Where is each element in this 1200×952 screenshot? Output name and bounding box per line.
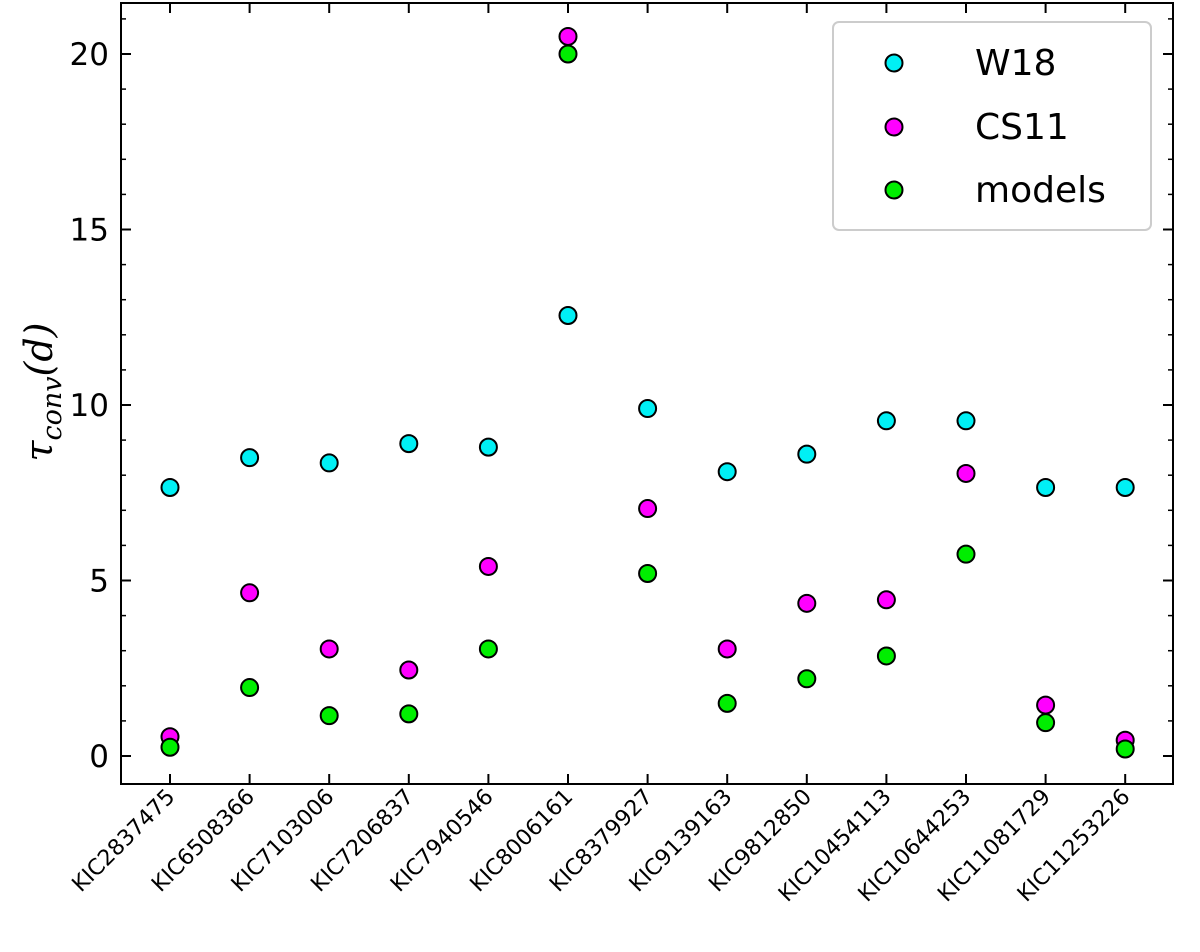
legend-label-cs11: CS11 (975, 107, 1069, 148)
legend-label-models: models (975, 170, 1106, 211)
point-cs11-kic10644253 (956, 463, 976, 483)
point-w18-kic7206837 (399, 434, 419, 454)
legend: W18 CS11 models (832, 21, 1152, 231)
point-w18-kic9812850 (797, 444, 817, 464)
legend-marker-cs11 (884, 117, 904, 137)
point-cs11-kic8006161 (558, 26, 578, 46)
y-axis-label-unit: (d) (17, 322, 61, 376)
point-models-kic8379927 (638, 563, 658, 583)
legend-frame (832, 21, 1152, 231)
point-models-kic9139163 (717, 693, 737, 713)
point-w18-kic2837475 (160, 477, 180, 497)
points-layer (160, 26, 1135, 759)
point-w18-kic11253226 (1115, 477, 1135, 497)
y-axis-label-subscript: conv (37, 376, 68, 440)
point-cs11-kic6508366 (240, 583, 260, 603)
y-tick-label: 10 (70, 388, 109, 424)
point-models-kic7940546 (478, 639, 498, 659)
point-w18-kic8006161 (558, 305, 578, 325)
point-w18-kic8379927 (638, 399, 658, 419)
point-models-kic9812850 (797, 669, 817, 689)
point-w18-kic7940546 (478, 437, 498, 457)
point-cs11-kic8379927 (638, 499, 658, 519)
point-models-kic7206837 (399, 704, 419, 724)
point-models-kic7103006 (319, 706, 339, 726)
legend-marker-models (884, 180, 904, 200)
point-cs11-kic7940546 (478, 556, 498, 576)
point-w18-kic11081729 (1036, 477, 1056, 497)
y-axis-label: τconv(d) (17, 322, 68, 461)
y-axis-label-symbol: τ (17, 440, 61, 462)
plot-frame (120, 2, 1174, 785)
point-w18-kic7103006 (319, 453, 339, 473)
point-w18-kic10454113 (876, 411, 896, 431)
point-models-kic10454113 (876, 646, 896, 666)
point-cs11-kic10454113 (876, 590, 896, 610)
point-models-kic2837475 (160, 737, 180, 757)
point-models-kic11253226 (1115, 739, 1135, 759)
point-models-kic11081729 (1036, 713, 1056, 733)
point-w18-kic9139163 (717, 462, 737, 482)
point-models-kic6508366 (240, 678, 260, 698)
y-tick-label: 5 (89, 564, 109, 600)
point-cs11-kic9812850 (797, 593, 817, 613)
legend-label-w18: W18 (975, 43, 1056, 84)
y-tick-label: 15 (70, 213, 109, 249)
point-models-kic10644253 (956, 544, 976, 564)
legend-marker-w18 (884, 53, 904, 73)
y-tick-label: 0 (89, 739, 109, 775)
point-cs11-kic11081729 (1036, 695, 1056, 715)
point-cs11-kic7103006 (319, 639, 339, 659)
point-w18-kic10644253 (956, 411, 976, 431)
point-models-kic8006161 (558, 44, 578, 64)
y-tick-label: 20 (70, 37, 109, 73)
point-cs11-kic9139163 (717, 639, 737, 659)
ticks-layer (121, 3, 1173, 784)
point-cs11-kic7206837 (399, 660, 419, 680)
point-w18-kic6508366 (240, 448, 260, 468)
